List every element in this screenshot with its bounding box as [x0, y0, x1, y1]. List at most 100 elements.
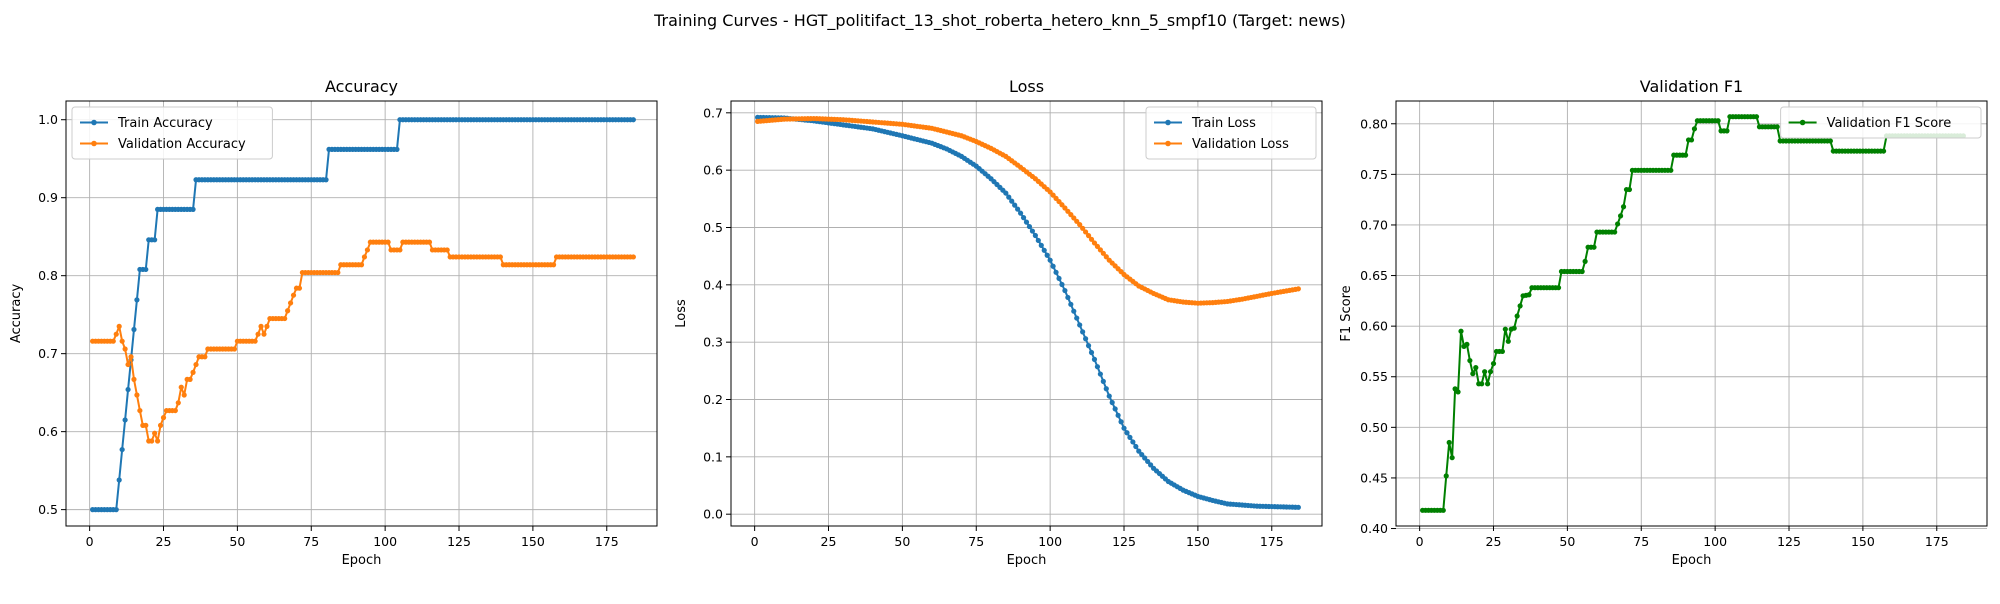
- data-point: [1115, 412, 1121, 418]
- legend-frame: [71, 106, 273, 160]
- y-tick-label: 0.70: [1360, 217, 1388, 232]
- data-point: [181, 392, 187, 398]
- data-point: [1106, 393, 1112, 399]
- data-point: [1449, 455, 1455, 461]
- data-point: [1062, 287, 1068, 294]
- x-axis-label: Epoch: [1007, 553, 1047, 568]
- data-point: [1083, 336, 1089, 342]
- data-point: [1668, 167, 1674, 173]
- y-tick-label: 0.7: [703, 105, 723, 120]
- data-point: [1017, 210, 1024, 216]
- chart-panel-3: 0 25 50 75 100 125 150 175 0.40 0.45 0.50 0.55 0.60 0…: [1339, 77, 1988, 568]
- y-tick-label: 0.5: [703, 220, 723, 235]
- y-tick-label: 0.3: [703, 335, 723, 350]
- data-point: [1029, 228, 1036, 234]
- data-point: [1470, 371, 1476, 377]
- data-point: [1555, 285, 1562, 291]
- data-point: [252, 338, 258, 344]
- data-point: [1127, 434, 1133, 440]
- data-point: [1062, 205, 1068, 211]
- data-point: [1467, 357, 1473, 364]
- x-tick-label: 50: [1559, 534, 1575, 549]
- x-tick-label: 25: [156, 534, 172, 549]
- data-point: [1023, 219, 1030, 225]
- data-point: [282, 315, 288, 322]
- y-tick-label: 0.0: [703, 507, 723, 522]
- data-point: [172, 407, 178, 414]
- data-point: [1753, 114, 1760, 120]
- data-point: [426, 239, 433, 245]
- data-point: [1035, 237, 1041, 244]
- data-point: [1100, 250, 1106, 256]
- data-point: [1511, 325, 1517, 331]
- data-point: [1148, 462, 1154, 468]
- data-point: [160, 415, 167, 421]
- legend-label: Train Loss: [1191, 116, 1256, 131]
- legend-swatch-marker: [1165, 140, 1171, 147]
- data-point: [1068, 301, 1074, 307]
- data-point: [125, 361, 131, 368]
- y-tick-label: 0.55: [1360, 369, 1388, 384]
- data-point: [1088, 349, 1095, 356]
- data-point: [119, 446, 125, 453]
- y-tick-label: 0.5: [38, 502, 58, 517]
- y-tick-label: 0.2: [703, 392, 723, 407]
- x-tick-label: 75: [303, 534, 319, 549]
- data-point: [113, 331, 119, 337]
- data-point: [1121, 425, 1127, 431]
- x-tick-label: 125: [447, 534, 471, 549]
- data-point: [1118, 419, 1124, 425]
- data-point: [1053, 269, 1059, 275]
- data-point: [385, 239, 391, 245]
- data-point: [137, 407, 143, 414]
- data-point: [1044, 252, 1050, 258]
- data-point: [152, 237, 158, 243]
- data-point: [134, 392, 140, 398]
- x-tick-label: 50: [894, 534, 910, 549]
- data-point: [1094, 243, 1101, 250]
- data-point: [358, 262, 365, 268]
- data-point: [1443, 473, 1449, 479]
- axes-frame: [65, 100, 658, 527]
- data-point: [122, 417, 128, 423]
- data-point: [1103, 254, 1109, 260]
- x-tick-label: 75: [1633, 534, 1649, 549]
- data-point: [1591, 244, 1597, 250]
- y-tick-label: 1.0: [38, 112, 58, 127]
- data-point: [155, 438, 161, 444]
- x-tick-label: 175: [1260, 534, 1284, 549]
- data-point: [157, 422, 164, 428]
- data-point: [1112, 406, 1118, 412]
- data-point: [1100, 378, 1106, 384]
- data-point: [1774, 124, 1780, 130]
- data-point: [131, 326, 137, 333]
- chart-panel-2: 0 25 50 75 100 125 150 175 0.0 0.1 0.2 0.3 0.4 0.5 0.6…: [674, 77, 1323, 568]
- data-point: [1139, 451, 1145, 458]
- data-point: [255, 331, 261, 337]
- y-tick-label: 0.50: [1360, 420, 1388, 435]
- data-point: [1026, 223, 1033, 230]
- data-point: [1071, 308, 1077, 314]
- data-point: [1012, 202, 1018, 208]
- data-point: [397, 247, 403, 253]
- data-point: [1041, 247, 1047, 253]
- data-point: [290, 292, 297, 298]
- y-tick-label: 0.9: [38, 190, 58, 205]
- data-point: [143, 422, 149, 428]
- data-point: [1074, 315, 1080, 321]
- y-tick-label: 0.6: [38, 424, 58, 439]
- data-point: [1077, 222, 1083, 228]
- data-point: [1124, 430, 1130, 436]
- x-tick-label: 25: [821, 534, 837, 549]
- data-point: [1715, 118, 1721, 124]
- data-point: [1088, 236, 1095, 242]
- data-point: [1109, 399, 1115, 406]
- data-point: [1682, 152, 1689, 158]
- data-point: [1499, 348, 1505, 355]
- data-point: [1097, 247, 1103, 253]
- legend-label: Validation F1 Score: [1827, 116, 1952, 131]
- data-point: [1446, 439, 1452, 446]
- data-point: [1455, 389, 1461, 395]
- data-point: [630, 117, 636, 123]
- data-point: [193, 361, 199, 368]
